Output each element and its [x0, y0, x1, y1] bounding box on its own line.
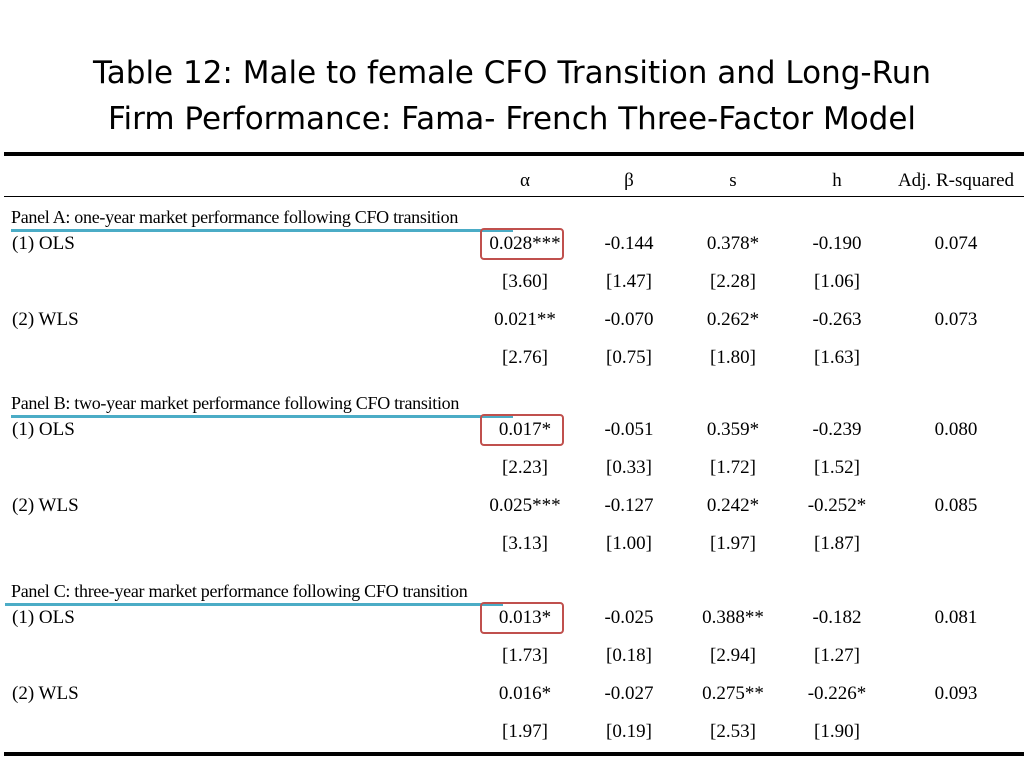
row-label: (2) WLS	[12, 309, 79, 330]
coefficient-value: -0.239	[812, 419, 862, 440]
title-line-1: Table 12: Male to female CFO Transition …	[92, 55, 932, 91]
adj-r-squared-value: 0.081	[934, 607, 978, 628]
t-statistic-value: [1.87]	[814, 533, 860, 554]
adj-r-squared-value: 0.074	[934, 233, 978, 254]
t-statistic-value: [2.94]	[710, 645, 756, 666]
column-header-h: h	[832, 170, 842, 191]
t-statistic-value: [3.60]	[502, 271, 548, 292]
t-statistic-value: [1.47]	[606, 271, 652, 292]
coefficient-value: -0.127	[604, 495, 654, 516]
t-statistic-value: [1.63]	[814, 347, 860, 368]
column-header-s: s	[729, 170, 737, 191]
table-bottom-rule	[4, 752, 1024, 756]
coefficient-value: 0.378*	[706, 233, 760, 254]
column-header-adj-r-squared: Adj. R-squared	[897, 170, 1015, 191]
t-statistic-value: [2.23]	[502, 457, 548, 478]
row-label: (1) OLS	[12, 607, 75, 628]
coefficient-value: -0.190	[812, 233, 862, 254]
coefficient-value: -0.182	[812, 607, 862, 628]
title-line-2: Firm Performance: Fama- French Three-Fac…	[107, 101, 917, 137]
t-statistic-value: [1.97]	[502, 721, 548, 742]
row-label: (2) WLS	[12, 495, 79, 516]
t-statistic-value: [3.13]	[502, 533, 548, 554]
coefficient-value: -0.144	[604, 233, 654, 254]
coefficient-value: -0.025	[604, 607, 654, 628]
coefficient-value: 0.017*	[498, 419, 552, 440]
coefficient-value: -0.252*	[807, 495, 867, 516]
row-label: (2) WLS	[12, 683, 79, 704]
t-statistic-value: [1.90]	[814, 721, 860, 742]
adj-r-squared-value: 0.085	[934, 495, 978, 516]
coefficient-value: 0.275**	[702, 683, 764, 704]
slide-title: Table 12: Male to female CFO Transition …	[0, 50, 1024, 142]
coefficient-value: 0.013*	[498, 607, 552, 628]
coefficient-value: 0.025***	[489, 495, 561, 516]
row-label: (1) OLS	[12, 419, 75, 440]
coefficient-value: 0.021**	[494, 309, 556, 330]
t-statistic-value: [1.52]	[814, 457, 860, 478]
adj-r-squared-value: 0.080	[934, 419, 978, 440]
table-top-rule	[4, 152, 1024, 156]
coefficient-value: -0.027	[604, 683, 654, 704]
t-statistic-value: [2.28]	[710, 271, 756, 292]
coefficient-value: 0.359*	[706, 419, 760, 440]
t-statistic-value: [1.72]	[710, 457, 756, 478]
t-statistic-value: [1.73]	[502, 645, 548, 666]
t-statistic-value: [0.33]	[606, 457, 652, 478]
alpha-highlight-box	[480, 228, 564, 260]
coefficient-value: -0.226*	[807, 683, 867, 704]
t-statistic-value: [2.53]	[710, 721, 756, 742]
coefficient-value: -0.263	[812, 309, 862, 330]
t-statistic-value: [1.97]	[710, 533, 756, 554]
t-statistic-value: [1.80]	[710, 347, 756, 368]
alpha-highlight-box	[480, 414, 564, 446]
alpha-highlight-box	[480, 602, 564, 634]
coefficient-value: -0.070	[604, 309, 654, 330]
panel-title: Panel A: one-year market performance fol…	[11, 207, 459, 227]
adj-r-squared-value: 0.073	[934, 309, 978, 330]
adj-r-squared-value: 0.093	[934, 683, 978, 704]
t-statistic-value: [2.76]	[502, 347, 548, 368]
coefficient-value: 0.028***	[489, 233, 561, 254]
t-statistic-value: [1.06]	[814, 271, 860, 292]
table-header-rule	[4, 196, 1024, 197]
t-statistic-value: [1.27]	[814, 645, 860, 666]
coefficient-value: 0.016*	[498, 683, 552, 704]
panel-title-underline	[5, 603, 503, 606]
t-statistic-value: [0.18]	[606, 645, 652, 666]
coefficient-value: -0.051	[604, 419, 654, 440]
t-statistic-value: [0.75]	[606, 347, 652, 368]
row-label: (1) OLS	[12, 233, 75, 254]
t-statistic-value: [1.00]	[606, 533, 652, 554]
panel-title: Panel B: two-year market performance fol…	[11, 393, 460, 413]
panel-title-underline	[11, 229, 513, 232]
column-header-alpha: α	[520, 170, 530, 191]
coefficient-value: 0.262*	[706, 309, 760, 330]
t-statistic-value: [0.19]	[606, 721, 652, 742]
coefficient-value: 0.388**	[702, 607, 764, 628]
column-header-beta: β	[624, 170, 634, 191]
panel-title: Panel C: three-year market performance f…	[11, 581, 468, 601]
coefficient-value: 0.242*	[706, 495, 760, 516]
panel-title-underline	[11, 415, 513, 418]
